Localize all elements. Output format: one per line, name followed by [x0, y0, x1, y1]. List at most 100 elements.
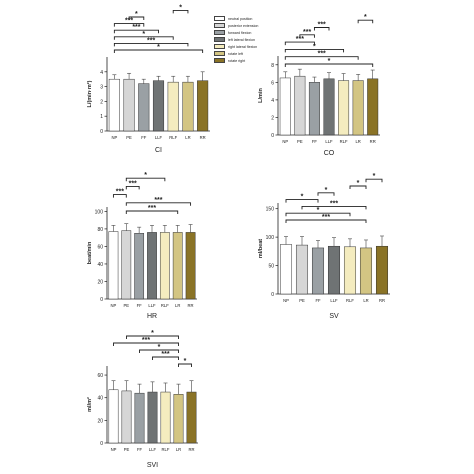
x-tick-label: RLF: [169, 135, 177, 140]
y-tick-label: 60: [97, 373, 103, 379]
x-tick-label: NP: [282, 139, 288, 144]
bar-RR: [375, 245, 389, 295]
significance-bracket: [113, 49, 204, 53]
y-tick-label: 4: [100, 70, 103, 76]
legend-label: rotate left: [228, 51, 243, 56]
bar-NP: [279, 77, 291, 136]
legend-swatch: [214, 16, 225, 21]
significance-label: ***: [147, 37, 155, 44]
legend-label: rotate right: [228, 58, 246, 63]
significance-bracket: [284, 41, 315, 46]
bar-LLF: [147, 232, 157, 300]
y-tick-label: 150: [266, 207, 275, 213]
x-tick-label: FF: [315, 298, 321, 303]
significance-label: *: [313, 43, 316, 50]
bar-RR: [186, 391, 197, 444]
significance-label: ***: [148, 205, 156, 212]
x-tick-label: FF: [312, 139, 318, 144]
y-tick-label: 8: [271, 63, 274, 69]
y-tick-label: 100: [95, 209, 104, 215]
x-tick-label: LR: [175, 303, 180, 308]
significance-bracket: [299, 34, 315, 38]
y-tick-label: 40: [97, 396, 103, 402]
chart-xlabel: SVI: [147, 462, 158, 469]
y-tick-label: 6: [271, 80, 274, 86]
bar-NP: [108, 389, 119, 444]
significance-label: *: [151, 330, 154, 337]
x-tick-label: RR: [188, 303, 194, 308]
significance-bracket: [284, 48, 345, 53]
x-tick-label: LR: [355, 139, 360, 144]
legend-label: right lateral flexion: [228, 44, 258, 49]
bar-LR: [172, 232, 183, 300]
x-tick-label: LR: [185, 135, 190, 140]
bar-PE: [295, 244, 309, 295]
bar-LR: [352, 80, 364, 136]
significance-label: *: [158, 344, 161, 351]
significance-label: ***: [142, 337, 150, 344]
bar-FF: [134, 233, 145, 300]
chart-xlabel: CI: [155, 147, 162, 154]
significance-label: ***: [322, 214, 330, 221]
significance-label: *: [325, 187, 328, 194]
y-tick-label: 2: [271, 115, 274, 121]
significance-bracket: [285, 199, 319, 203]
y-tick-label: 40: [97, 262, 103, 268]
y-tick-label: 20: [97, 279, 103, 285]
bar-NP: [108, 78, 120, 132]
legend-item: left lateral flexion: [214, 36, 284, 43]
significance-bracket: [313, 27, 330, 31]
bar-LLF: [327, 245, 341, 295]
significance-bracket: [125, 202, 192, 206]
x-tick-label: PE: [124, 447, 130, 452]
significance-bracket: [285, 219, 367, 223]
y-tick-label: 0: [100, 129, 103, 135]
bar-PE: [294, 75, 306, 136]
significance-label: *: [373, 173, 376, 180]
bar-NP: [108, 231, 119, 300]
y-tick-label: 80: [97, 227, 103, 233]
significance-label: ***: [129, 180, 137, 187]
significance-bracket: [301, 205, 367, 210]
legend-item: forward flexion: [214, 29, 284, 36]
significance-label: *: [357, 180, 360, 187]
x-tick-label: LLF: [325, 139, 333, 144]
x-tick-label: NP: [111, 303, 117, 308]
significance-label: *: [317, 207, 320, 214]
significance-label: *: [179, 4, 182, 11]
chart-xlabel: SV: [329, 313, 339, 320]
chart-xlabel: HR: [147, 313, 157, 320]
significance-bracket: [113, 342, 179, 346]
bar-LR: [359, 247, 373, 295]
x-tick-label: NP: [283, 298, 289, 303]
y-tick-label: 3: [100, 85, 103, 91]
y-tick-label: 20: [97, 418, 103, 424]
x-tick-label: RLF: [162, 447, 170, 452]
x-tick-label: PE: [126, 135, 132, 140]
significance-bracket: [285, 212, 351, 217]
bar-RLF: [160, 391, 171, 444]
bar-NP: [279, 244, 293, 295]
y-axis-label: L/min: [258, 88, 264, 103]
y-tick-label: 50: [268, 264, 274, 270]
bar-RLF: [167, 81, 179, 132]
bar-RR: [197, 80, 209, 132]
legend-item: rotate right: [214, 57, 284, 64]
x-tick-label: LLF: [155, 135, 163, 140]
x-tick-label: PE: [123, 303, 129, 308]
bar-RR: [367, 78, 379, 136]
bar-PE: [121, 230, 132, 300]
significance-bracket: [365, 178, 383, 183]
legend-label: posterior extension: [228, 23, 259, 28]
legend-label: left lateral flexion: [228, 37, 255, 42]
significance-label: *: [328, 58, 331, 65]
significance-label: *: [135, 11, 138, 18]
legend-swatch: [214, 37, 225, 42]
significance-bracket: [112, 194, 127, 198]
bar-PE: [121, 390, 132, 444]
legend-label: forward flexion: [228, 30, 252, 35]
y-axis-label: L/(min·m²): [86, 80, 93, 107]
